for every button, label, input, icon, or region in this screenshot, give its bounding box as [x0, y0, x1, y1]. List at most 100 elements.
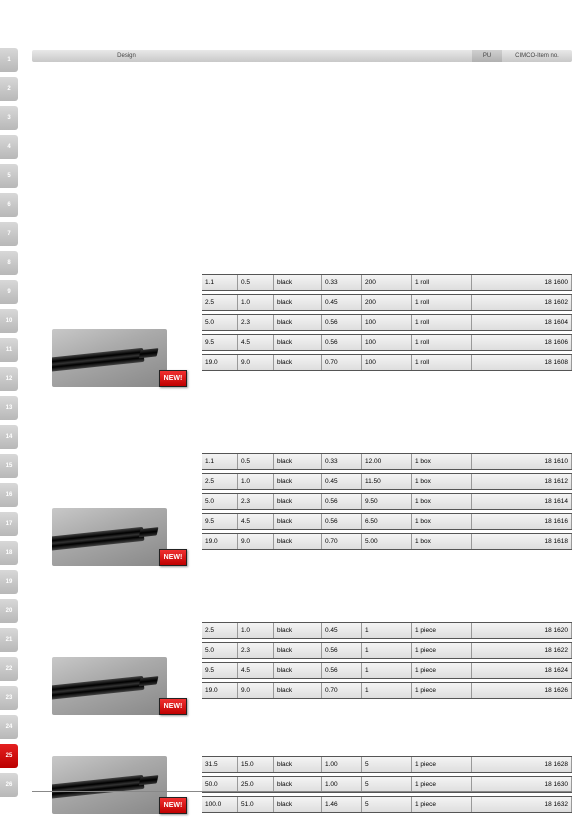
sidebar-tab-8[interactable]: 8	[0, 251, 18, 275]
cell: 5.0	[202, 315, 238, 330]
cell: black	[274, 683, 322, 698]
sidebar-tab-3[interactable]: 3	[0, 106, 18, 130]
footer-divider	[32, 791, 572, 792]
cell: 18 1606	[472, 335, 572, 350]
cell: 18 1622	[472, 643, 572, 658]
cell: 1 roll	[412, 335, 472, 350]
table-row: 2.51.0black0.4511 piece18 1620	[202, 622, 572, 639]
sidebar-tab-1[interactable]: 1	[0, 48, 18, 72]
cell: 18 1626	[472, 683, 572, 698]
sidebar-tab-22[interactable]: 22	[0, 657, 18, 681]
cell: 19.0	[202, 534, 238, 549]
cell: 5.00	[362, 534, 412, 549]
sidebar-tab-7[interactable]: 7	[0, 222, 18, 246]
sidebar-tab-23[interactable]: 23	[0, 686, 18, 710]
sidebar-tab-2[interactable]: 2	[0, 77, 18, 101]
sidebar-tab-12[interactable]: 12	[0, 367, 18, 391]
cell: black	[274, 797, 322, 812]
sidebar-tab-15[interactable]: 15	[0, 454, 18, 478]
cell: 1 box	[412, 454, 472, 469]
cell: 1.46	[322, 797, 362, 812]
cell: 1	[362, 683, 412, 698]
sidebar-tab-4[interactable]: 4	[0, 135, 18, 159]
cell: 18 1608	[472, 355, 572, 370]
cell: 1 piece	[412, 683, 472, 698]
cell: 9.0	[238, 355, 274, 370]
cell: 1 piece	[412, 643, 472, 658]
table-row: 9.54.5black0.561001 roll18 1606	[202, 334, 572, 351]
cell: 4.5	[238, 663, 274, 678]
cell: 0.70	[322, 355, 362, 370]
cell: 0.56	[322, 514, 362, 529]
cell: 5	[362, 797, 412, 812]
cell: 1 box	[412, 514, 472, 529]
cell: 0.56	[322, 335, 362, 350]
cell: 0.56	[322, 663, 362, 678]
cell: 0.56	[322, 315, 362, 330]
cell: black	[274, 275, 322, 290]
cell: 1 roll	[412, 275, 472, 290]
cell: 4.5	[238, 335, 274, 350]
cell: 9.0	[238, 534, 274, 549]
table-row: 1.10.5black0.3312.001 box18 1610	[202, 453, 572, 470]
sidebar-tab-6[interactable]: 6	[0, 193, 18, 217]
cell: 1.00	[322, 777, 362, 792]
sidebar-tab-13[interactable]: 13	[0, 396, 18, 420]
cell: 1.1	[202, 454, 238, 469]
cell: 6.50	[362, 514, 412, 529]
cell: 0.45	[322, 295, 362, 310]
data-table: 2.51.0black0.4511 piece18 16205.02.3blac…	[202, 622, 572, 699]
cell: 1.1	[202, 275, 238, 290]
cell: 0.5	[238, 275, 274, 290]
sidebar-tab-17[interactable]: 17	[0, 512, 18, 536]
data-table: 31.515.0black1.0051 piece18 162850.025.0…	[202, 756, 572, 813]
sidebar-tab-25[interactable]: 25	[0, 744, 18, 768]
sidebar-tab-20[interactable]: 20	[0, 599, 18, 623]
new-badge: NEW!	[159, 797, 187, 814]
cell: 18 1630	[472, 777, 572, 792]
cell: 9.0	[238, 683, 274, 698]
cell: 0.33	[322, 454, 362, 469]
sidebar-tab-19[interactable]: 19	[0, 570, 18, 594]
sidebar-tab-21[interactable]: 21	[0, 628, 18, 652]
table-header: Design PU CIMCO-Item no.	[32, 50, 572, 62]
cell: black	[274, 454, 322, 469]
cell: 1 box	[412, 474, 472, 489]
sidebar-tab-10[interactable]: 10	[0, 309, 18, 333]
header-spacer	[217, 50, 472, 62]
cell: 0.56	[322, 643, 362, 658]
cell: 1 box	[412, 494, 472, 509]
cell: 18 1632	[472, 797, 572, 812]
cell: 100	[362, 335, 412, 350]
cell: 0.5	[238, 454, 274, 469]
sidebar-tab-11[interactable]: 11	[0, 338, 18, 362]
table-row: 9.54.5black0.566.501 box18 1616	[202, 513, 572, 530]
cell: 0.70	[322, 683, 362, 698]
cell: 18 1624	[472, 663, 572, 678]
cell: 18 1616	[472, 514, 572, 529]
cell: 200	[362, 275, 412, 290]
product-image	[52, 657, 167, 715]
cell: 2.5	[202, 474, 238, 489]
sidebar-tab-16[interactable]: 16	[0, 483, 18, 507]
sidebar-tab-18[interactable]: 18	[0, 541, 18, 565]
sidebar-tab-14[interactable]: 14	[0, 425, 18, 449]
cell: 100.0	[202, 797, 238, 812]
product-image	[52, 329, 167, 387]
sidebar-tab-26[interactable]: 26	[0, 773, 18, 797]
cell: 1.00	[322, 757, 362, 772]
product-image	[52, 756, 167, 814]
cell: 31.5	[202, 757, 238, 772]
table-row: 2.51.0black0.452001 roll18 1602	[202, 294, 572, 311]
sidebar-tab-24[interactable]: 24	[0, 715, 18, 739]
header-itemno: CIMCO-Item no.	[502, 50, 572, 62]
cell: 5	[362, 777, 412, 792]
cell: 1.0	[238, 623, 274, 638]
cell: 1 piece	[412, 777, 472, 792]
cell: 2.5	[202, 623, 238, 638]
cell: 12.00	[362, 454, 412, 469]
cell: 0.56	[322, 494, 362, 509]
sidebar-tab-5[interactable]: 5	[0, 164, 18, 188]
sidebar-tab-9[interactable]: 9	[0, 280, 18, 304]
product-section: NEW! 31.515.0black1.0051 piece18 162850.0…	[32, 711, 572, 816]
